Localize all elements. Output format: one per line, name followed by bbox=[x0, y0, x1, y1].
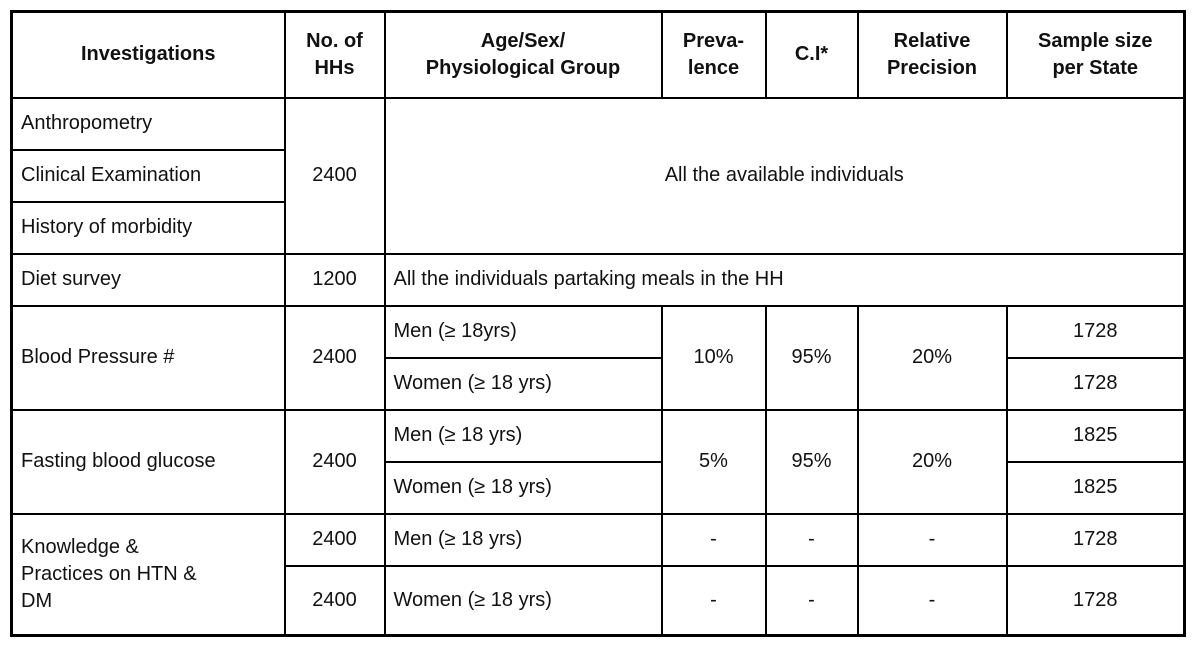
col-header-prevalence: Preva- lence bbox=[660, 10, 767, 99]
cell-clinical-examination: Clinical Examination bbox=[10, 148, 286, 203]
table-row: History of morbidity bbox=[10, 200, 1185, 255]
cell-knowledge-women-prevalence: - bbox=[660, 564, 767, 637]
table-row: Women (≥ 18 yrs) 1728 bbox=[12, 356, 1186, 411]
table-row: Fasting blood glucose 2400 Men (≥ 18 yrs… bbox=[10, 408, 1186, 515]
table-row: Clinical Examination bbox=[10, 148, 1185, 203]
table-row: Women (≥ 18 yrs) 1825 bbox=[12, 460, 1186, 515]
cell-group1-hhs: 2400 bbox=[283, 96, 386, 255]
cell-fbg-men-sample: 1825 bbox=[1005, 408, 1186, 463]
cell-knowledge-men-rp: - bbox=[856, 512, 1008, 567]
cell-knowledge-women-sample: 1728 bbox=[1005, 564, 1186, 637]
cell-bp-men: Men (≥ 18yrs) bbox=[383, 304, 663, 359]
cell-knowledge-hhs-men: 2400 bbox=[283, 512, 386, 567]
col-header-sample-size: Sample size per State bbox=[1005, 10, 1186, 99]
table-row: Anthropometry 2400 All the available ind… bbox=[10, 96, 1186, 255]
cell-fbg-women: Women (≥ 18 yrs) bbox=[383, 460, 663, 515]
cell-knowledge-label: Knowledge & Practices on HTN & DM bbox=[10, 512, 286, 637]
cell-fbg-prevalence: 5% bbox=[660, 408, 767, 515]
cell-fbg-hhs: 2400 bbox=[283, 408, 386, 515]
cell-fbg-ci: 95% bbox=[764, 408, 859, 515]
cell-diet-note: All the individuals partaking meals in t… bbox=[383, 252, 1186, 307]
table-row: Blood Pressure # 2400 Men (≥ 18yrs) 10% … bbox=[10, 304, 1186, 411]
cell-history-of-morbidity: History of morbidity bbox=[10, 200, 286, 255]
cell-bp-women: Women (≥ 18 yrs) bbox=[383, 356, 663, 411]
col-header-relative-precision: Relative Precision bbox=[856, 10, 1008, 99]
table-row: 2400 Women (≥ 18 yrs) - - - 1728 bbox=[12, 564, 1186, 637]
cell-knowledge-men-prevalence: - bbox=[660, 512, 767, 567]
cell-bp-men-sample: 1728 bbox=[1005, 304, 1186, 359]
survey-sampling-table: Investigations No. of HHs Age/Sex/ Physi… bbox=[10, 10, 1186, 637]
col-header-ci: C.I* bbox=[764, 10, 859, 99]
cell-bp-ci: 95% bbox=[764, 304, 859, 411]
cell-bp-rp: 20% bbox=[856, 304, 1008, 411]
col-header-age-sex-group: Age/Sex/ Physiological Group bbox=[383, 10, 663, 99]
cell-fbg-men: Men (≥ 18 yrs) bbox=[383, 408, 663, 463]
cell-fbg-rp: 20% bbox=[856, 408, 1008, 515]
cell-bp-hhs: 2400 bbox=[283, 304, 386, 411]
cell-knowledge-men-ci: - bbox=[764, 512, 859, 567]
cell-bp-women-sample: 1728 bbox=[1005, 356, 1186, 411]
cell-knowledge-men-sample: 1728 bbox=[1005, 512, 1186, 567]
col-header-investigations: Investigations bbox=[10, 10, 286, 99]
cell-fbg-label: Fasting blood glucose bbox=[10, 408, 286, 515]
cell-bp-label: Blood Pressure # bbox=[10, 304, 286, 411]
cell-knowledge-women-ci: - bbox=[764, 564, 859, 637]
cell-diet-hhs: 1200 bbox=[283, 252, 386, 307]
table-row: Knowledge & Practices on HTN & DM 2400 M… bbox=[10, 512, 1186, 637]
cell-anthropometry: Anthropometry bbox=[10, 96, 286, 151]
cell-knowledge-women: Women (≥ 18 yrs) bbox=[383, 564, 663, 637]
cell-diet-survey: Diet survey bbox=[10, 252, 286, 307]
header-row: Investigations No. of HHs Age/Sex/ Physi… bbox=[10, 10, 1186, 99]
cell-group1-note: All the available individuals bbox=[383, 96, 1186, 255]
col-header-no-of-hhs: No. of HHs bbox=[283, 10, 386, 99]
cell-knowledge-hhs-women: 2400 bbox=[283, 564, 386, 637]
cell-knowledge-women-rp: - bbox=[856, 564, 1008, 637]
cell-knowledge-men: Men (≥ 18 yrs) bbox=[383, 512, 663, 567]
cell-bp-prevalence: 10% bbox=[660, 304, 767, 411]
cell-fbg-women-sample: 1825 bbox=[1005, 460, 1186, 515]
table-row: Diet survey 1200 All the individuals par… bbox=[10, 252, 1186, 307]
